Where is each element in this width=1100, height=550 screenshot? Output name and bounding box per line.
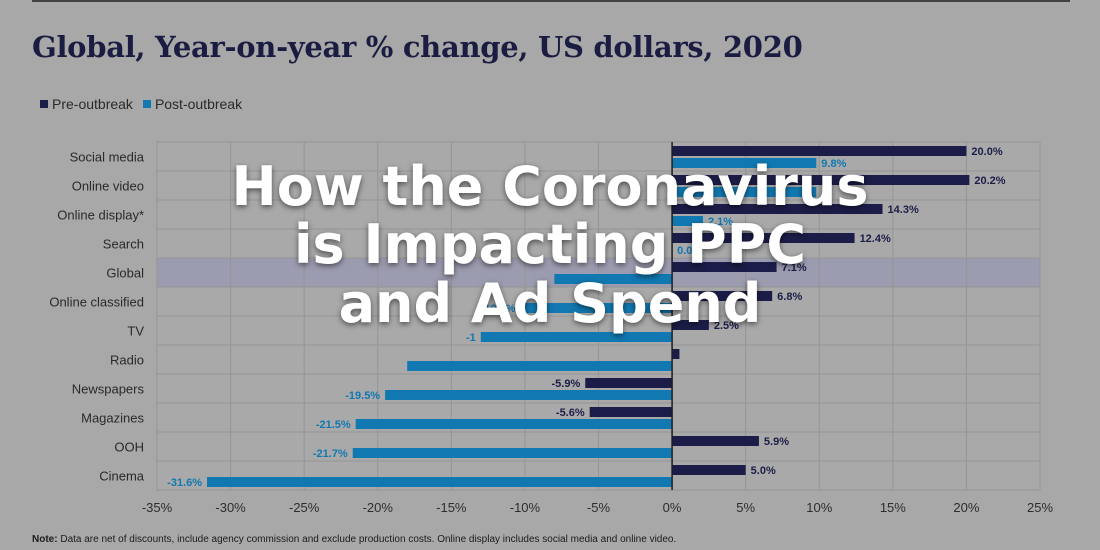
category-label: Newspapers bbox=[72, 382, 145, 397]
headline-line-3: and Ad Spend bbox=[338, 271, 762, 335]
data-label: 20.2% bbox=[974, 175, 1005, 187]
data-label: 2.5% bbox=[714, 320, 739, 332]
data-label: 0.0% bbox=[677, 245, 702, 257]
legend-label-pre-outbreak: Pre-outbreak bbox=[52, 96, 133, 112]
bar-post-outbreak bbox=[407, 361, 673, 371]
bar-pre-outbreak bbox=[672, 233, 855, 243]
x-tick-label: 0% bbox=[663, 500, 682, 515]
data-label: 20.0% bbox=[971, 146, 1002, 158]
data-label: -21.7% bbox=[313, 448, 348, 460]
data-label: -19.5% bbox=[345, 390, 380, 402]
x-tick-label: -5% bbox=[587, 500, 611, 515]
bar-pre-outbreak bbox=[672, 262, 777, 272]
data-label: 7.1% bbox=[782, 262, 807, 274]
category-label: Radio bbox=[110, 353, 144, 368]
category-label: Online display* bbox=[57, 208, 144, 223]
legend-item-pre-outbreak: Pre-outbreak bbox=[40, 96, 133, 112]
x-tick-label: -25% bbox=[289, 500, 320, 515]
bar-pre-outbreak bbox=[589, 407, 673, 417]
category-label: Search bbox=[103, 237, 144, 252]
x-tick-label: 15% bbox=[880, 500, 906, 515]
data-label: -1 bbox=[466, 332, 476, 344]
footnote: Note: Data are net of discounts, include… bbox=[32, 534, 676, 545]
category-label: Social media bbox=[70, 150, 145, 165]
bar-post-outbreak bbox=[520, 303, 673, 313]
bar-pre-outbreak bbox=[672, 291, 773, 301]
data-label: -31.6% bbox=[167, 477, 202, 489]
legend-item-post-outbreak: Post-outbreak bbox=[142, 96, 243, 112]
data-label: 14.3% bbox=[888, 204, 919, 216]
bar-post-outbreak bbox=[385, 390, 673, 400]
footnote-label: Note: bbox=[32, 534, 58, 545]
bar-pre-outbreak bbox=[672, 436, 759, 446]
bar-post-outbreak bbox=[480, 332, 673, 342]
data-label: -5.9% bbox=[552, 378, 581, 390]
data-label: 2.1% bbox=[708, 216, 733, 228]
x-tick-label: -15% bbox=[436, 500, 467, 515]
data-label: 6.8% bbox=[777, 291, 802, 303]
x-tick-label: -35% bbox=[142, 500, 173, 515]
data-label: -10.3% bbox=[481, 303, 516, 315]
category-label: Online video bbox=[72, 179, 144, 194]
x-tick-label: 20% bbox=[953, 500, 979, 515]
legend-label-post-outbreak: Post-outbreak bbox=[154, 96, 243, 112]
x-tick-label: 25% bbox=[1027, 500, 1053, 515]
x-tick-label: -30% bbox=[215, 500, 246, 515]
bar-pre-outbreak bbox=[672, 146, 967, 156]
data-label: 5.9% bbox=[764, 436, 789, 448]
bar-pre-outbreak bbox=[585, 378, 673, 388]
bar-pre-outbreak bbox=[672, 175, 970, 185]
data-label: 12.4% bbox=[860, 233, 891, 245]
x-tick-label: 10% bbox=[806, 500, 832, 515]
data-label: 9.8% bbox=[821, 158, 846, 170]
bar-pre-outbreak bbox=[672, 204, 883, 214]
bar-pre-outbreak bbox=[672, 349, 680, 359]
legend-swatch-pre-outbreak bbox=[40, 100, 48, 108]
bar-pre-outbreak bbox=[672, 465, 746, 475]
bar-post-outbreak bbox=[352, 448, 673, 458]
category-label: Magazines bbox=[81, 411, 144, 426]
category-label: Online classified bbox=[49, 295, 144, 310]
data-label: -21.5% bbox=[316, 419, 351, 431]
headline-line-2: is Impacting PPC bbox=[294, 213, 806, 277]
bar-pre-outbreak bbox=[672, 320, 709, 330]
bar-post-outbreak bbox=[672, 216, 703, 226]
data-label: 5.0% bbox=[751, 465, 776, 477]
bar-post-outbreak bbox=[207, 477, 673, 487]
headline: How the Coronavirus is Impacting PPC and… bbox=[150, 155, 950, 335]
headline-line-1: How the Coronavirus bbox=[231, 155, 869, 218]
bar-post-outbreak bbox=[355, 419, 673, 429]
chart-title: Global, Year-on-year % change, US dollar… bbox=[32, 30, 803, 64]
legend-swatch-post-outbreak bbox=[142, 100, 151, 108]
category-label: Global bbox=[106, 266, 144, 281]
x-tick-label: -20% bbox=[363, 500, 394, 515]
data-label: -5.6% bbox=[556, 407, 585, 419]
category-label: TV bbox=[127, 324, 144, 339]
bar-post-outbreak bbox=[672, 187, 817, 197]
legend: Pre-outbreak Post-outbreak bbox=[40, 96, 242, 112]
top-rule bbox=[32, 0, 1070, 2]
category-label: OOH bbox=[114, 440, 144, 455]
bar-post-outbreak bbox=[672, 158, 817, 168]
x-tick-label: -10% bbox=[510, 500, 541, 515]
x-tick-label: 5% bbox=[736, 500, 755, 515]
footnote-text: Data are net of discounts, include agenc… bbox=[60, 534, 677, 545]
category-label: Cinema bbox=[99, 469, 145, 484]
bar-post-outbreak bbox=[554, 274, 673, 284]
